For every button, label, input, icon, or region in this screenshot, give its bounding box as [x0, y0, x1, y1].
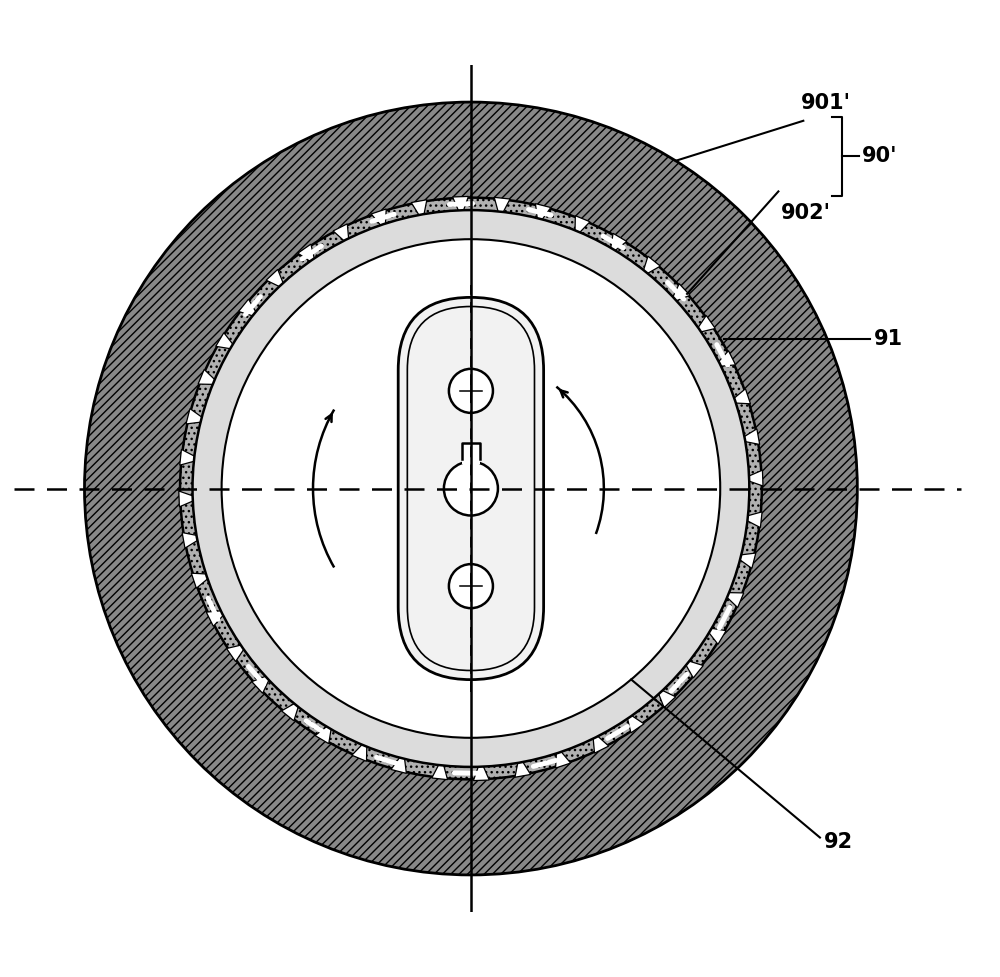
Text: 92: 92 [824, 831, 853, 852]
Polygon shape [180, 449, 201, 465]
Polygon shape [515, 756, 531, 778]
Polygon shape [179, 491, 199, 507]
Polygon shape [315, 722, 332, 743]
Polygon shape [432, 759, 448, 780]
Circle shape [444, 461, 498, 516]
Polygon shape [656, 688, 676, 707]
Polygon shape [266, 270, 286, 289]
Polygon shape [186, 408, 208, 424]
Polygon shape [494, 197, 510, 218]
Circle shape [193, 210, 749, 767]
Polygon shape [610, 234, 627, 255]
Polygon shape [742, 470, 763, 486]
Polygon shape [282, 701, 300, 721]
Polygon shape [216, 333, 237, 350]
Polygon shape [734, 553, 756, 569]
Polygon shape [371, 209, 386, 231]
Text: 901': 901' [801, 93, 851, 113]
Circle shape [180, 197, 762, 780]
Text: 902': 902' [780, 203, 830, 223]
Polygon shape [239, 299, 259, 318]
Polygon shape [705, 627, 726, 644]
Polygon shape [626, 711, 644, 733]
Polygon shape [298, 244, 316, 266]
Polygon shape [593, 732, 609, 753]
Polygon shape [556, 746, 571, 768]
Polygon shape [352, 740, 367, 761]
Polygon shape [641, 256, 660, 276]
Circle shape [449, 369, 493, 413]
Polygon shape [575, 216, 590, 237]
Polygon shape [252, 674, 272, 694]
Polygon shape [198, 369, 220, 385]
Polygon shape [714, 351, 736, 366]
Polygon shape [391, 752, 406, 774]
Polygon shape [741, 512, 762, 528]
Polygon shape [683, 659, 703, 678]
Text: 91: 91 [874, 329, 903, 349]
FancyBboxPatch shape [398, 297, 544, 680]
Polygon shape [473, 760, 489, 781]
Polygon shape [453, 196, 468, 217]
Text: 90': 90' [861, 147, 897, 166]
Polygon shape [738, 429, 760, 445]
Polygon shape [191, 573, 213, 588]
Polygon shape [411, 199, 427, 221]
Polygon shape [694, 316, 715, 333]
Circle shape [449, 564, 493, 608]
Circle shape [84, 102, 857, 875]
Polygon shape [670, 283, 690, 303]
Polygon shape [722, 592, 744, 608]
Polygon shape [535, 203, 551, 225]
Bar [462, 442, 480, 464]
Polygon shape [333, 224, 349, 245]
Circle shape [222, 239, 720, 738]
Polygon shape [206, 611, 228, 626]
Polygon shape [227, 644, 248, 661]
Polygon shape [182, 532, 203, 548]
Polygon shape [729, 389, 750, 404]
